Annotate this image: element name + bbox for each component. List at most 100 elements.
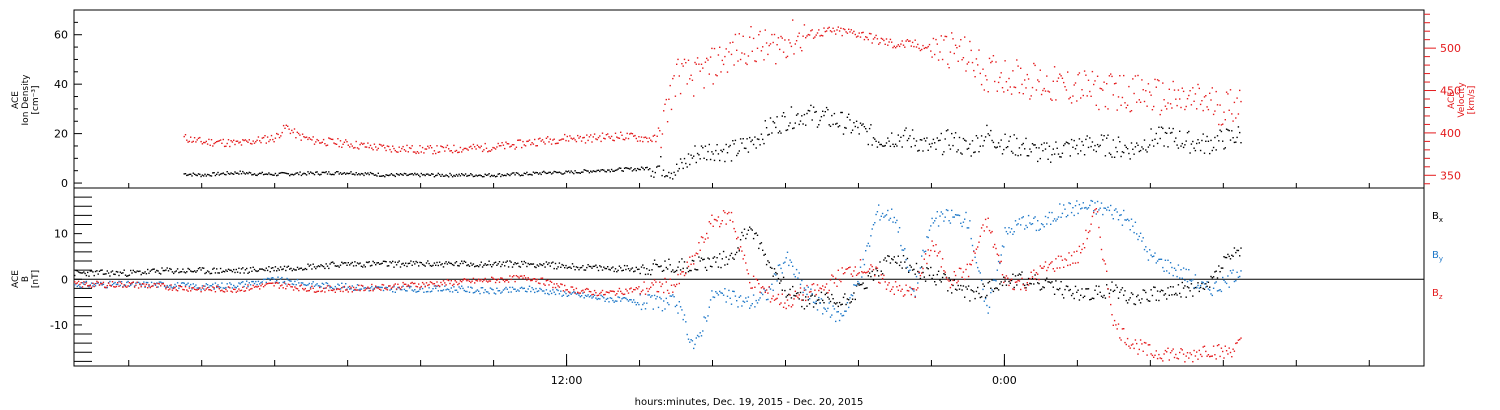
- data-point: [670, 270, 673, 273]
- data-point: [190, 136, 192, 138]
- data-point: [992, 246, 995, 248]
- data-point: [375, 286, 377, 288]
- data-point: [566, 295, 568, 297]
- data-point: [531, 263, 533, 265]
- data-point: [501, 263, 503, 266]
- data-point: [769, 117, 772, 119]
- data-point: [1080, 208, 1082, 210]
- data-point: [462, 287, 464, 290]
- data-point: [1038, 229, 1040, 231]
- data-point: [643, 302, 645, 304]
- data-point: [322, 138, 325, 141]
- data-point: [1044, 90, 1047, 92]
- data-point: [977, 246, 979, 248]
- data-point: [218, 174, 220, 176]
- data-point: [652, 135, 654, 137]
- data-point: [1231, 356, 1233, 358]
- data-point: [857, 273, 859, 275]
- data-point: [493, 278, 495, 280]
- data-point: [190, 270, 192, 272]
- data-point: [1197, 282, 1199, 284]
- data-point: [613, 301, 615, 303]
- data-point: [1240, 270, 1242, 272]
- data-point: [389, 174, 391, 176]
- data-point: [672, 294, 674, 296]
- data-point: [111, 284, 114, 286]
- x-tick-label: 0:00: [992, 374, 1017, 387]
- data-point: [807, 33, 809, 36]
- data-point: [591, 141, 593, 143]
- data-point: [1000, 72, 1002, 74]
- data-point: [1053, 218, 1056, 220]
- data-point: [980, 296, 983, 298]
- data-point: [514, 262, 516, 264]
- data-point: [914, 295, 916, 297]
- data-point: [917, 43, 919, 46]
- data-point: [604, 138, 606, 140]
- data-point: [272, 174, 274, 176]
- data-point: [973, 250, 975, 253]
- data-point: [695, 161, 697, 164]
- legend-label: By: [1432, 250, 1443, 263]
- data-point: [154, 283, 157, 285]
- data-point: [347, 262, 349, 264]
- data-point: [190, 173, 192, 175]
- data-point: [622, 170, 624, 172]
- data-point: [923, 276, 925, 278]
- data-point: [1218, 265, 1220, 267]
- data-point: [833, 308, 836, 310]
- data-point: [645, 167, 647, 169]
- data-point: [851, 275, 854, 277]
- data-point: [143, 272, 145, 274]
- data-point: [187, 282, 189, 284]
- data-point: [711, 151, 713, 153]
- data-point: [459, 287, 462, 290]
- data-point: [867, 270, 869, 273]
- data-point: [999, 145, 1001, 148]
- data-point: [83, 281, 85, 283]
- data-point: [475, 279, 477, 282]
- data-point: [769, 288, 772, 290]
- data-point: [961, 276, 963, 278]
- data-point: [502, 174, 505, 177]
- data-point: [558, 262, 561, 264]
- data-point: [721, 150, 723, 153]
- data-point: [216, 141, 218, 143]
- data-point: [205, 288, 207, 290]
- data-point: [1128, 345, 1130, 347]
- data-point: [1085, 288, 1087, 290]
- data-point: [1064, 258, 1066, 260]
- data-point: [1047, 216, 1049, 219]
- data-point: [100, 269, 102, 271]
- data-point: [713, 218, 716, 221]
- data-point: [550, 143, 553, 145]
- data-point: [523, 287, 525, 289]
- data-point: [365, 287, 368, 290]
- data-point: [1162, 360, 1164, 362]
- data-point: [608, 136, 610, 138]
- data-point: [854, 33, 856, 36]
- data-point: [862, 282, 864, 284]
- data-point: [991, 230, 993, 233]
- data-point: [238, 267, 240, 269]
- data-point: [200, 269, 202, 271]
- data-point: [771, 132, 773, 134]
- data-point: [252, 140, 254, 142]
- data-point: [158, 281, 161, 283]
- data-point: [171, 287, 174, 289]
- data-point: [558, 286, 561, 288]
- y-left-tick-label: 20: [54, 128, 68, 141]
- data-point: [487, 151, 489, 153]
- legend-sub: x: [1439, 216, 1443, 224]
- data-point: [438, 173, 441, 176]
- data-point: [1124, 144, 1126, 147]
- data-point: [643, 281, 645, 283]
- data-point: [803, 287, 806, 289]
- data-point: [1128, 152, 1130, 155]
- data-point: [857, 35, 859, 37]
- data-point: [874, 138, 876, 140]
- data-point: [1050, 282, 1052, 284]
- data-point: [689, 78, 691, 80]
- data-point: [463, 278, 465, 280]
- data-point: [694, 61, 696, 64]
